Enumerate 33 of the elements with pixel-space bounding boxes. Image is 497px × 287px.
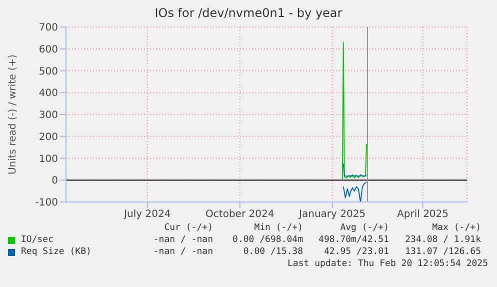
y-tick-label: 100 bbox=[38, 154, 58, 165]
line-series bbox=[342, 42, 367, 181]
y-tick-label: 200 bbox=[38, 132, 58, 143]
text: -nan / -nan bbox=[152, 246, 213, 258]
y-tick-label: 0 bbox=[52, 176, 58, 187]
text: 234.08 / 1.91k bbox=[404, 234, 481, 246]
text: 0.00 /15.38 bbox=[242, 246, 303, 258]
legend-label: Req Size (KB) bbox=[21, 246, 92, 258]
y-tick-label: 300 bbox=[38, 110, 58, 122]
text: 498.70m/42.51 bbox=[318, 234, 389, 246]
y-tick-label: 400 bbox=[38, 88, 58, 100]
y-axis-title: Units read (-) / write (+) bbox=[8, 54, 19, 175]
x-tick-label: July 2024 bbox=[123, 209, 171, 220]
y-tick-label: -100 bbox=[35, 198, 58, 209]
legend-label: IO/sec bbox=[21, 234, 55, 246]
text: Cur (-/+) bbox=[163, 222, 213, 234]
text: Max (-/+) bbox=[431, 222, 481, 234]
text: Avg (-/+) bbox=[339, 222, 389, 234]
y-tick-label: 700 bbox=[38, 22, 58, 34]
text: 131.07 /126.65 bbox=[404, 246, 481, 258]
line-series bbox=[342, 163, 367, 177]
text: -nan / -nan bbox=[152, 234, 213, 246]
text: 0.00 /698.04m bbox=[232, 234, 303, 246]
line-series bbox=[342, 182, 367, 202]
y-tick-label: 500 bbox=[38, 66, 58, 78]
chart-title: IOs for /dev/nvme0n1 - by year bbox=[154, 6, 344, 22]
text: Last update: Thu Feb 20 12:05:54 2025 bbox=[286, 258, 488, 270]
x-tick-label: October 2024 bbox=[206, 209, 274, 220]
text: 42.95 /23.01 bbox=[322, 246, 389, 258]
text: Min (-/+) bbox=[253, 222, 303, 234]
x-tick-label: January 2025 bbox=[298, 209, 366, 220]
x-tick-label: April 2025 bbox=[397, 209, 449, 220]
y-tick-label: 600 bbox=[38, 44, 58, 56]
